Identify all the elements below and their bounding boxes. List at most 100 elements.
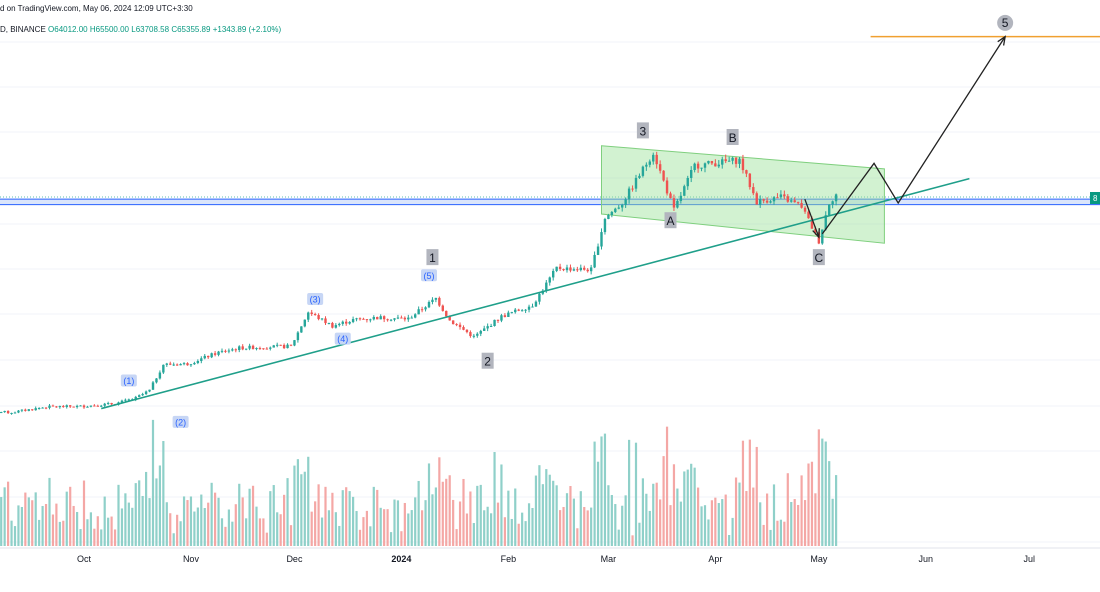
volume-bar <box>832 499 834 546</box>
volume-bar <box>93 529 95 546</box>
candle-body <box>480 331 482 334</box>
volume-bar <box>114 529 116 546</box>
volume-bar <box>600 436 602 546</box>
sub-wave-label: (4) <box>337 334 348 344</box>
volume-bar <box>221 518 223 546</box>
candle-body <box>600 232 602 246</box>
price-tag-text: 8 <box>1093 194 1098 203</box>
candle-body <box>752 187 754 193</box>
candle-body <box>780 194 782 197</box>
volume-bar <box>531 508 533 546</box>
candle-body <box>611 212 613 215</box>
volume-bar <box>404 503 406 546</box>
candle-body <box>628 189 630 200</box>
volume-bar <box>466 513 468 546</box>
x-axis: Oct Nov Dec 2024 Feb Mar Apr May Jun Jul <box>0 548 1100 564</box>
candle-body <box>587 270 589 271</box>
candle-body <box>624 199 626 204</box>
wave-label: C <box>815 251 824 265</box>
volume-bar <box>487 507 489 546</box>
candle-body <box>362 319 364 320</box>
volume-bar <box>431 494 433 546</box>
candle-body <box>269 348 271 349</box>
volume-bar <box>825 442 827 546</box>
candle-body <box>297 332 299 340</box>
candle-body <box>424 307 426 309</box>
candle-body <box>76 406 78 407</box>
volume-bar <box>231 522 233 546</box>
candle-body <box>804 208 806 212</box>
candle-body <box>214 353 216 355</box>
volume-bar <box>542 484 544 546</box>
candle-body <box>338 324 340 325</box>
candle-body <box>583 268 585 270</box>
candle-body <box>735 158 737 164</box>
candle-body <box>100 406 102 407</box>
volume-bar <box>307 457 309 546</box>
volume-bar <box>780 520 782 546</box>
candle-body <box>286 345 288 348</box>
volume-bar <box>614 504 616 546</box>
volume-bar <box>573 499 575 546</box>
volume-bar <box>111 517 113 546</box>
volume-bar <box>725 495 727 546</box>
volume-bar <box>449 475 451 546</box>
candle-body <box>231 349 233 350</box>
candle-body <box>707 161 709 163</box>
candle-body <box>273 345 275 347</box>
candle-body <box>790 200 792 201</box>
candle-body <box>324 318 326 323</box>
candle-body <box>473 336 475 337</box>
volume-bar <box>376 490 378 546</box>
candle-body <box>38 408 40 409</box>
candle-body <box>300 326 302 332</box>
candle-body <box>649 161 651 164</box>
volume-bar <box>669 505 671 546</box>
candle-body <box>228 351 230 352</box>
volume-bar <box>24 493 26 546</box>
volume-bar <box>335 512 337 546</box>
volume-bar <box>676 489 678 546</box>
candle-body <box>307 313 309 320</box>
volume-bar <box>656 483 658 546</box>
volume-bar <box>500 464 502 546</box>
volume-bar <box>562 507 564 546</box>
volume-bar <box>390 532 392 546</box>
candle-body <box>390 320 392 321</box>
volume-bar <box>124 493 126 546</box>
volume-bar <box>490 513 492 546</box>
candle-body <box>497 320 499 321</box>
volume-bar <box>811 462 813 546</box>
volume-bar <box>148 498 150 546</box>
candle-body <box>656 155 658 164</box>
candle-body <box>283 345 285 348</box>
volume-bar <box>476 486 478 546</box>
volume-bar <box>821 439 823 546</box>
candle-body <box>355 318 357 319</box>
candle-body <box>204 356 206 358</box>
volume-bar <box>0 497 2 546</box>
candle-body <box>590 267 592 271</box>
candle-body <box>483 328 485 330</box>
volume-bar <box>659 499 661 546</box>
candle-body <box>348 322 350 324</box>
candle-body <box>645 165 647 167</box>
volume-bar <box>797 505 799 546</box>
volume-bar <box>273 485 275 546</box>
support-band-fill <box>0 199 1100 205</box>
candle-body <box>762 199 764 201</box>
volume-bar <box>742 441 744 546</box>
volume-bar <box>459 501 461 546</box>
volume-bar <box>104 497 106 546</box>
candle-body <box>86 407 88 408</box>
sub-wave-label: (3) <box>310 294 321 304</box>
candle-body <box>17 411 19 413</box>
candle-body <box>24 410 26 411</box>
volume-bar <box>556 485 558 546</box>
candle-body <box>528 307 530 310</box>
wave-label: A <box>666 214 674 228</box>
candle-body <box>490 326 492 327</box>
volume-bar <box>355 511 357 546</box>
volume-bar <box>117 485 119 546</box>
